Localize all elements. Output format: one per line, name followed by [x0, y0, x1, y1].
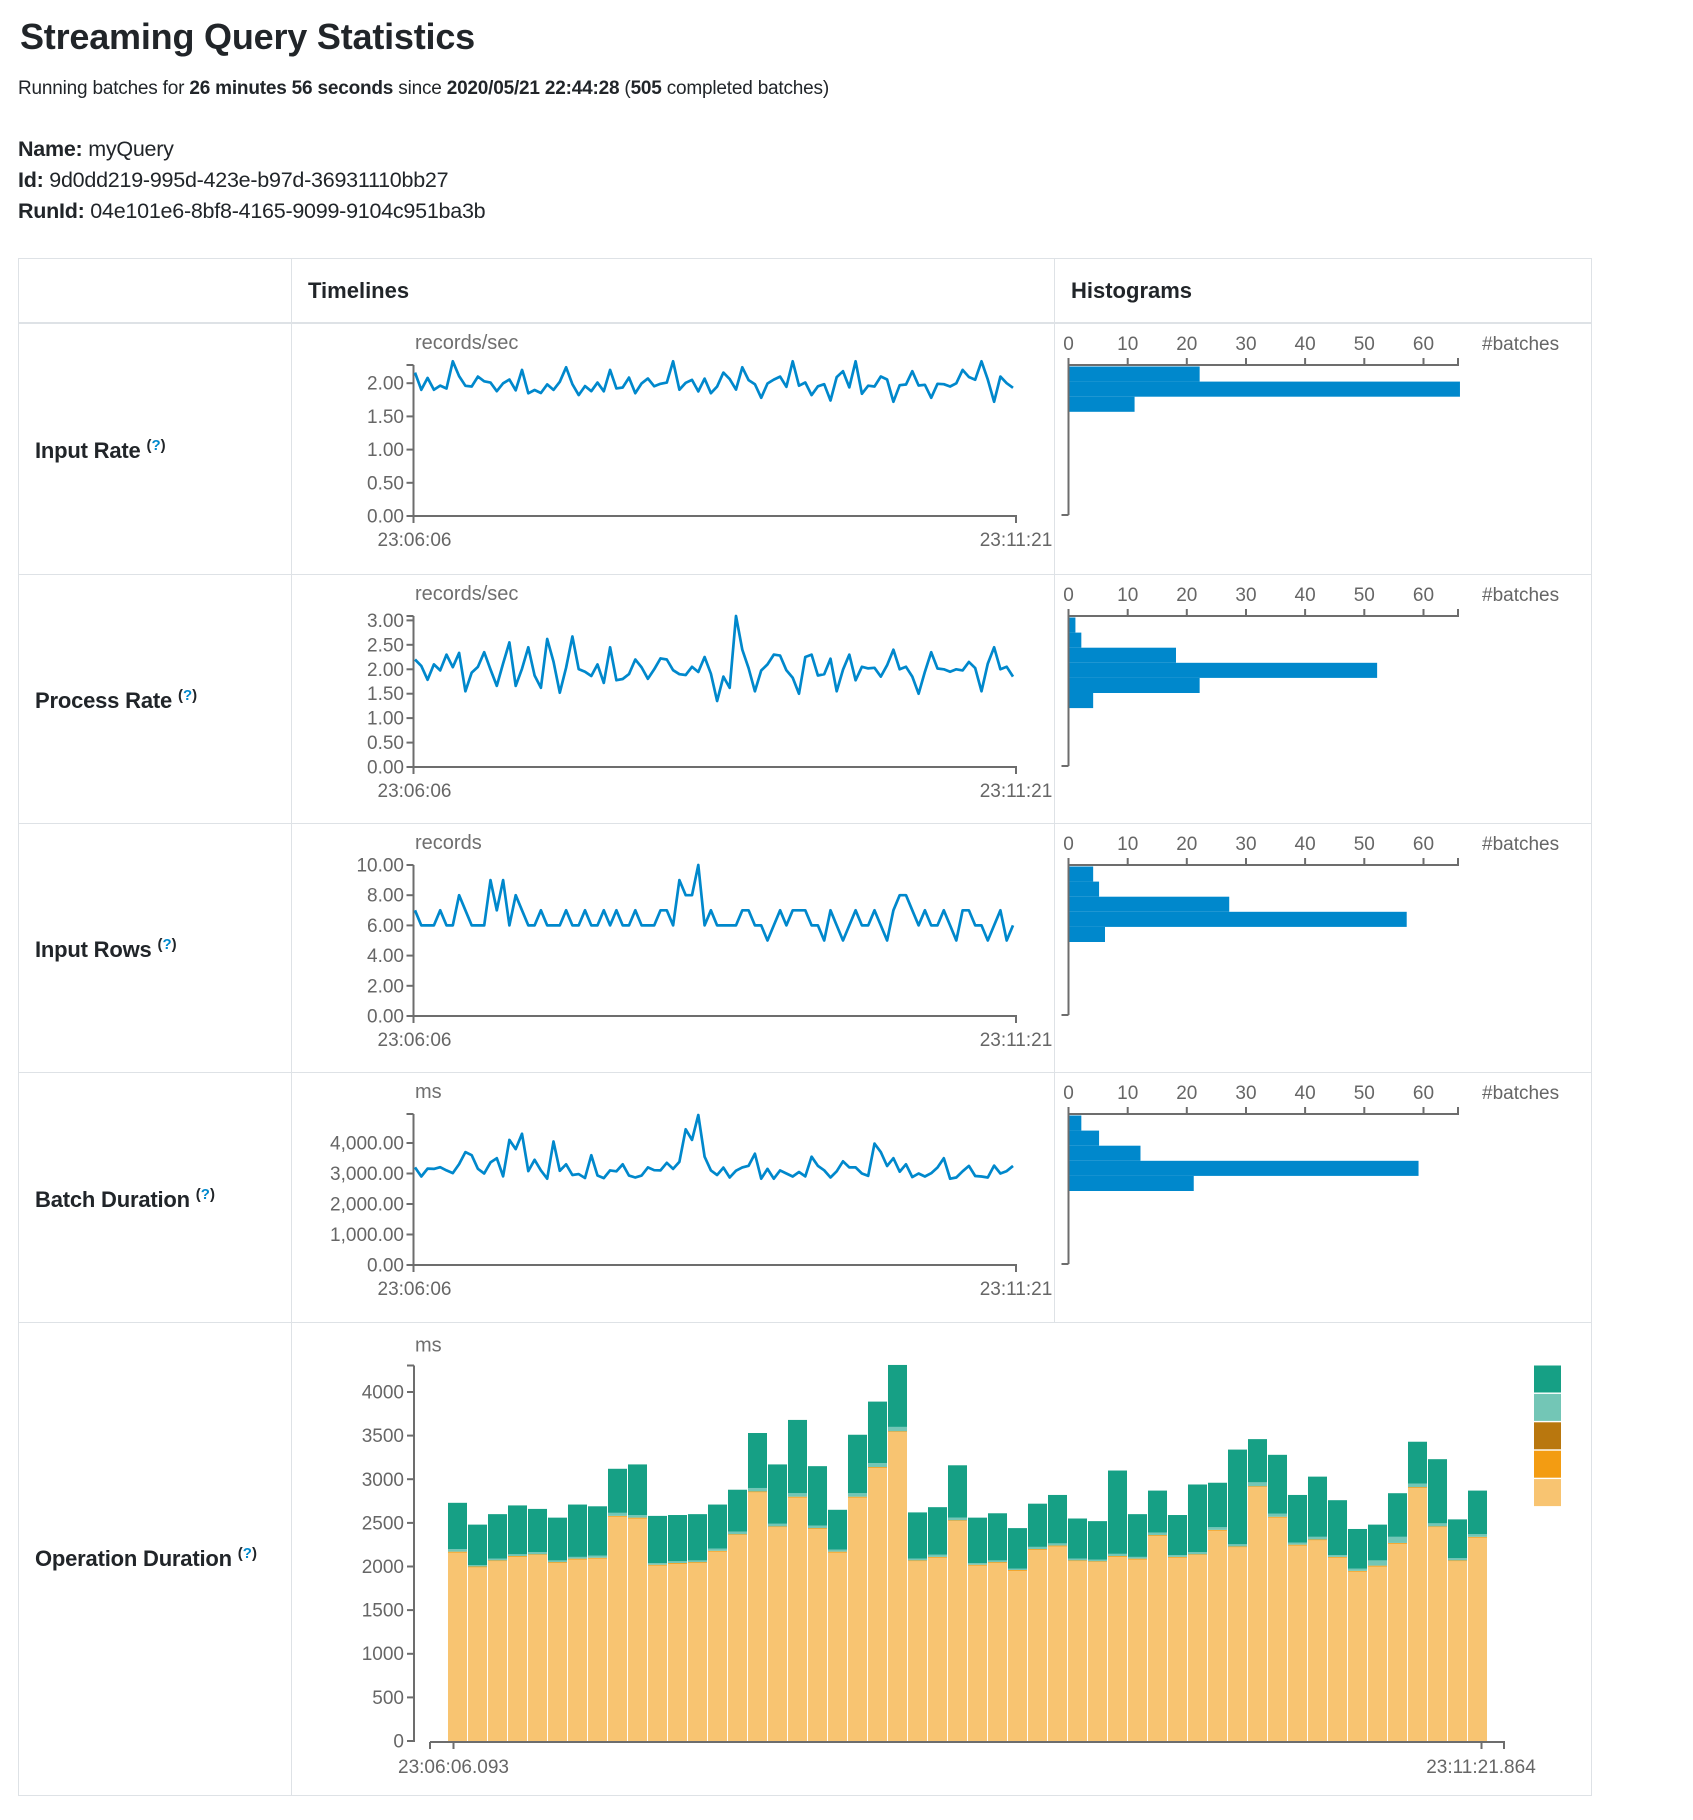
svg-text:1500: 1500: [362, 1601, 404, 1622]
svg-text:23:06:06: 23:06:06: [378, 530, 452, 551]
svg-text:30: 30: [1235, 834, 1256, 855]
svg-text:20: 20: [1176, 1083, 1197, 1104]
svg-text:4,000.00: 4,000.00: [330, 1134, 404, 1155]
svg-text:10.00: 10.00: [356, 856, 404, 877]
svg-text:2.50: 2.50: [367, 635, 404, 656]
svg-text:#batches: #batches: [1482, 585, 1559, 606]
svg-text:2000: 2000: [362, 1557, 404, 1578]
svg-text:0: 0: [1063, 334, 1074, 355]
svg-text:40: 40: [1295, 1083, 1316, 1104]
svg-text:23:06:06: 23:06:06: [378, 1279, 452, 1300]
svg-text:40: 40: [1295, 585, 1316, 606]
svg-text:40: 40: [1295, 834, 1316, 855]
svg-text:50: 50: [1354, 1083, 1375, 1104]
svg-text:23:11:21: 23:11:21: [980, 781, 1053, 802]
svg-text:60: 60: [1413, 1083, 1434, 1104]
svg-text:23:11:21: 23:11:21: [980, 1279, 1053, 1300]
svg-text:#batches: #batches: [1482, 834, 1559, 855]
svg-text:60: 60: [1413, 834, 1434, 855]
svg-text:0: 0: [393, 1732, 404, 1753]
svg-text:60: 60: [1413, 334, 1434, 355]
svg-text:500: 500: [372, 1688, 404, 1709]
svg-text:0: 0: [1063, 1083, 1074, 1104]
svg-text:2.00: 2.00: [367, 374, 404, 395]
svg-text:50: 50: [1354, 334, 1375, 355]
svg-text:records: records: [415, 832, 482, 854]
svg-text:40: 40: [1295, 334, 1316, 355]
svg-text:20: 20: [1176, 834, 1197, 855]
svg-text:50: 50: [1354, 834, 1375, 855]
svg-text:4000: 4000: [362, 1383, 404, 1404]
svg-text:2,000.00: 2,000.00: [330, 1195, 404, 1216]
svg-text:1.00: 1.00: [367, 440, 404, 461]
svg-text:3.00: 3.00: [367, 611, 404, 632]
svg-text:2500: 2500: [362, 1513, 404, 1534]
svg-text:10: 10: [1117, 585, 1138, 606]
svg-text:60: 60: [1413, 585, 1434, 606]
svg-text:4.00: 4.00: [367, 946, 404, 967]
svg-text:50: 50: [1354, 585, 1375, 606]
svg-text:#batches: #batches: [1482, 334, 1559, 355]
svg-text:8.00: 8.00: [367, 886, 404, 907]
svg-text:30: 30: [1235, 334, 1256, 355]
svg-text:20: 20: [1176, 585, 1197, 606]
svg-text:ms: ms: [415, 1335, 442, 1357]
svg-text:1.50: 1.50: [367, 407, 404, 428]
svg-text:records/sec: records/sec: [415, 583, 518, 605]
svg-text:1.50: 1.50: [367, 684, 404, 705]
svg-text:1.00: 1.00: [367, 709, 404, 730]
svg-text:0: 0: [1063, 585, 1074, 606]
svg-text:23:11:21.864: 23:11:21.864: [1426, 1757, 1536, 1778]
svg-text:30: 30: [1235, 585, 1256, 606]
svg-text:23:11:21: 23:11:21: [980, 1030, 1053, 1051]
svg-text:30: 30: [1235, 1083, 1256, 1104]
svg-text:3500: 3500: [362, 1426, 404, 1447]
svg-text:#batches: #batches: [1482, 1083, 1559, 1104]
svg-text:10: 10: [1117, 1083, 1138, 1104]
svg-text:23:06:06.093: 23:06:06.093: [398, 1757, 509, 1778]
svg-text:ms: ms: [415, 1081, 442, 1103]
svg-text:2.00: 2.00: [367, 660, 404, 681]
svg-text:1,000.00: 1,000.00: [330, 1225, 404, 1246]
svg-text:23:11:21: 23:11:21: [980, 530, 1053, 551]
svg-text:records/sec: records/sec: [415, 332, 518, 354]
svg-text:1000: 1000: [362, 1644, 404, 1665]
svg-text:0.00: 0.00: [367, 1007, 404, 1028]
svg-text:23:06:06: 23:06:06: [378, 781, 452, 802]
svg-text:0: 0: [1063, 834, 1074, 855]
svg-text:0.50: 0.50: [367, 733, 404, 754]
svg-text:0.00: 0.00: [367, 507, 404, 528]
svg-text:3000: 3000: [362, 1470, 404, 1491]
svg-text:10: 10: [1117, 834, 1138, 855]
svg-text:6.00: 6.00: [367, 916, 404, 937]
svg-text:10: 10: [1117, 334, 1138, 355]
svg-text:20: 20: [1176, 334, 1197, 355]
svg-text:2.00: 2.00: [367, 976, 404, 997]
svg-text:23:06:06: 23:06:06: [378, 1030, 452, 1051]
svg-text:0.50: 0.50: [367, 473, 404, 494]
svg-text:0.00: 0.00: [367, 758, 404, 779]
svg-text:3,000.00: 3,000.00: [330, 1164, 404, 1185]
svg-text:0.00: 0.00: [367, 1256, 404, 1277]
